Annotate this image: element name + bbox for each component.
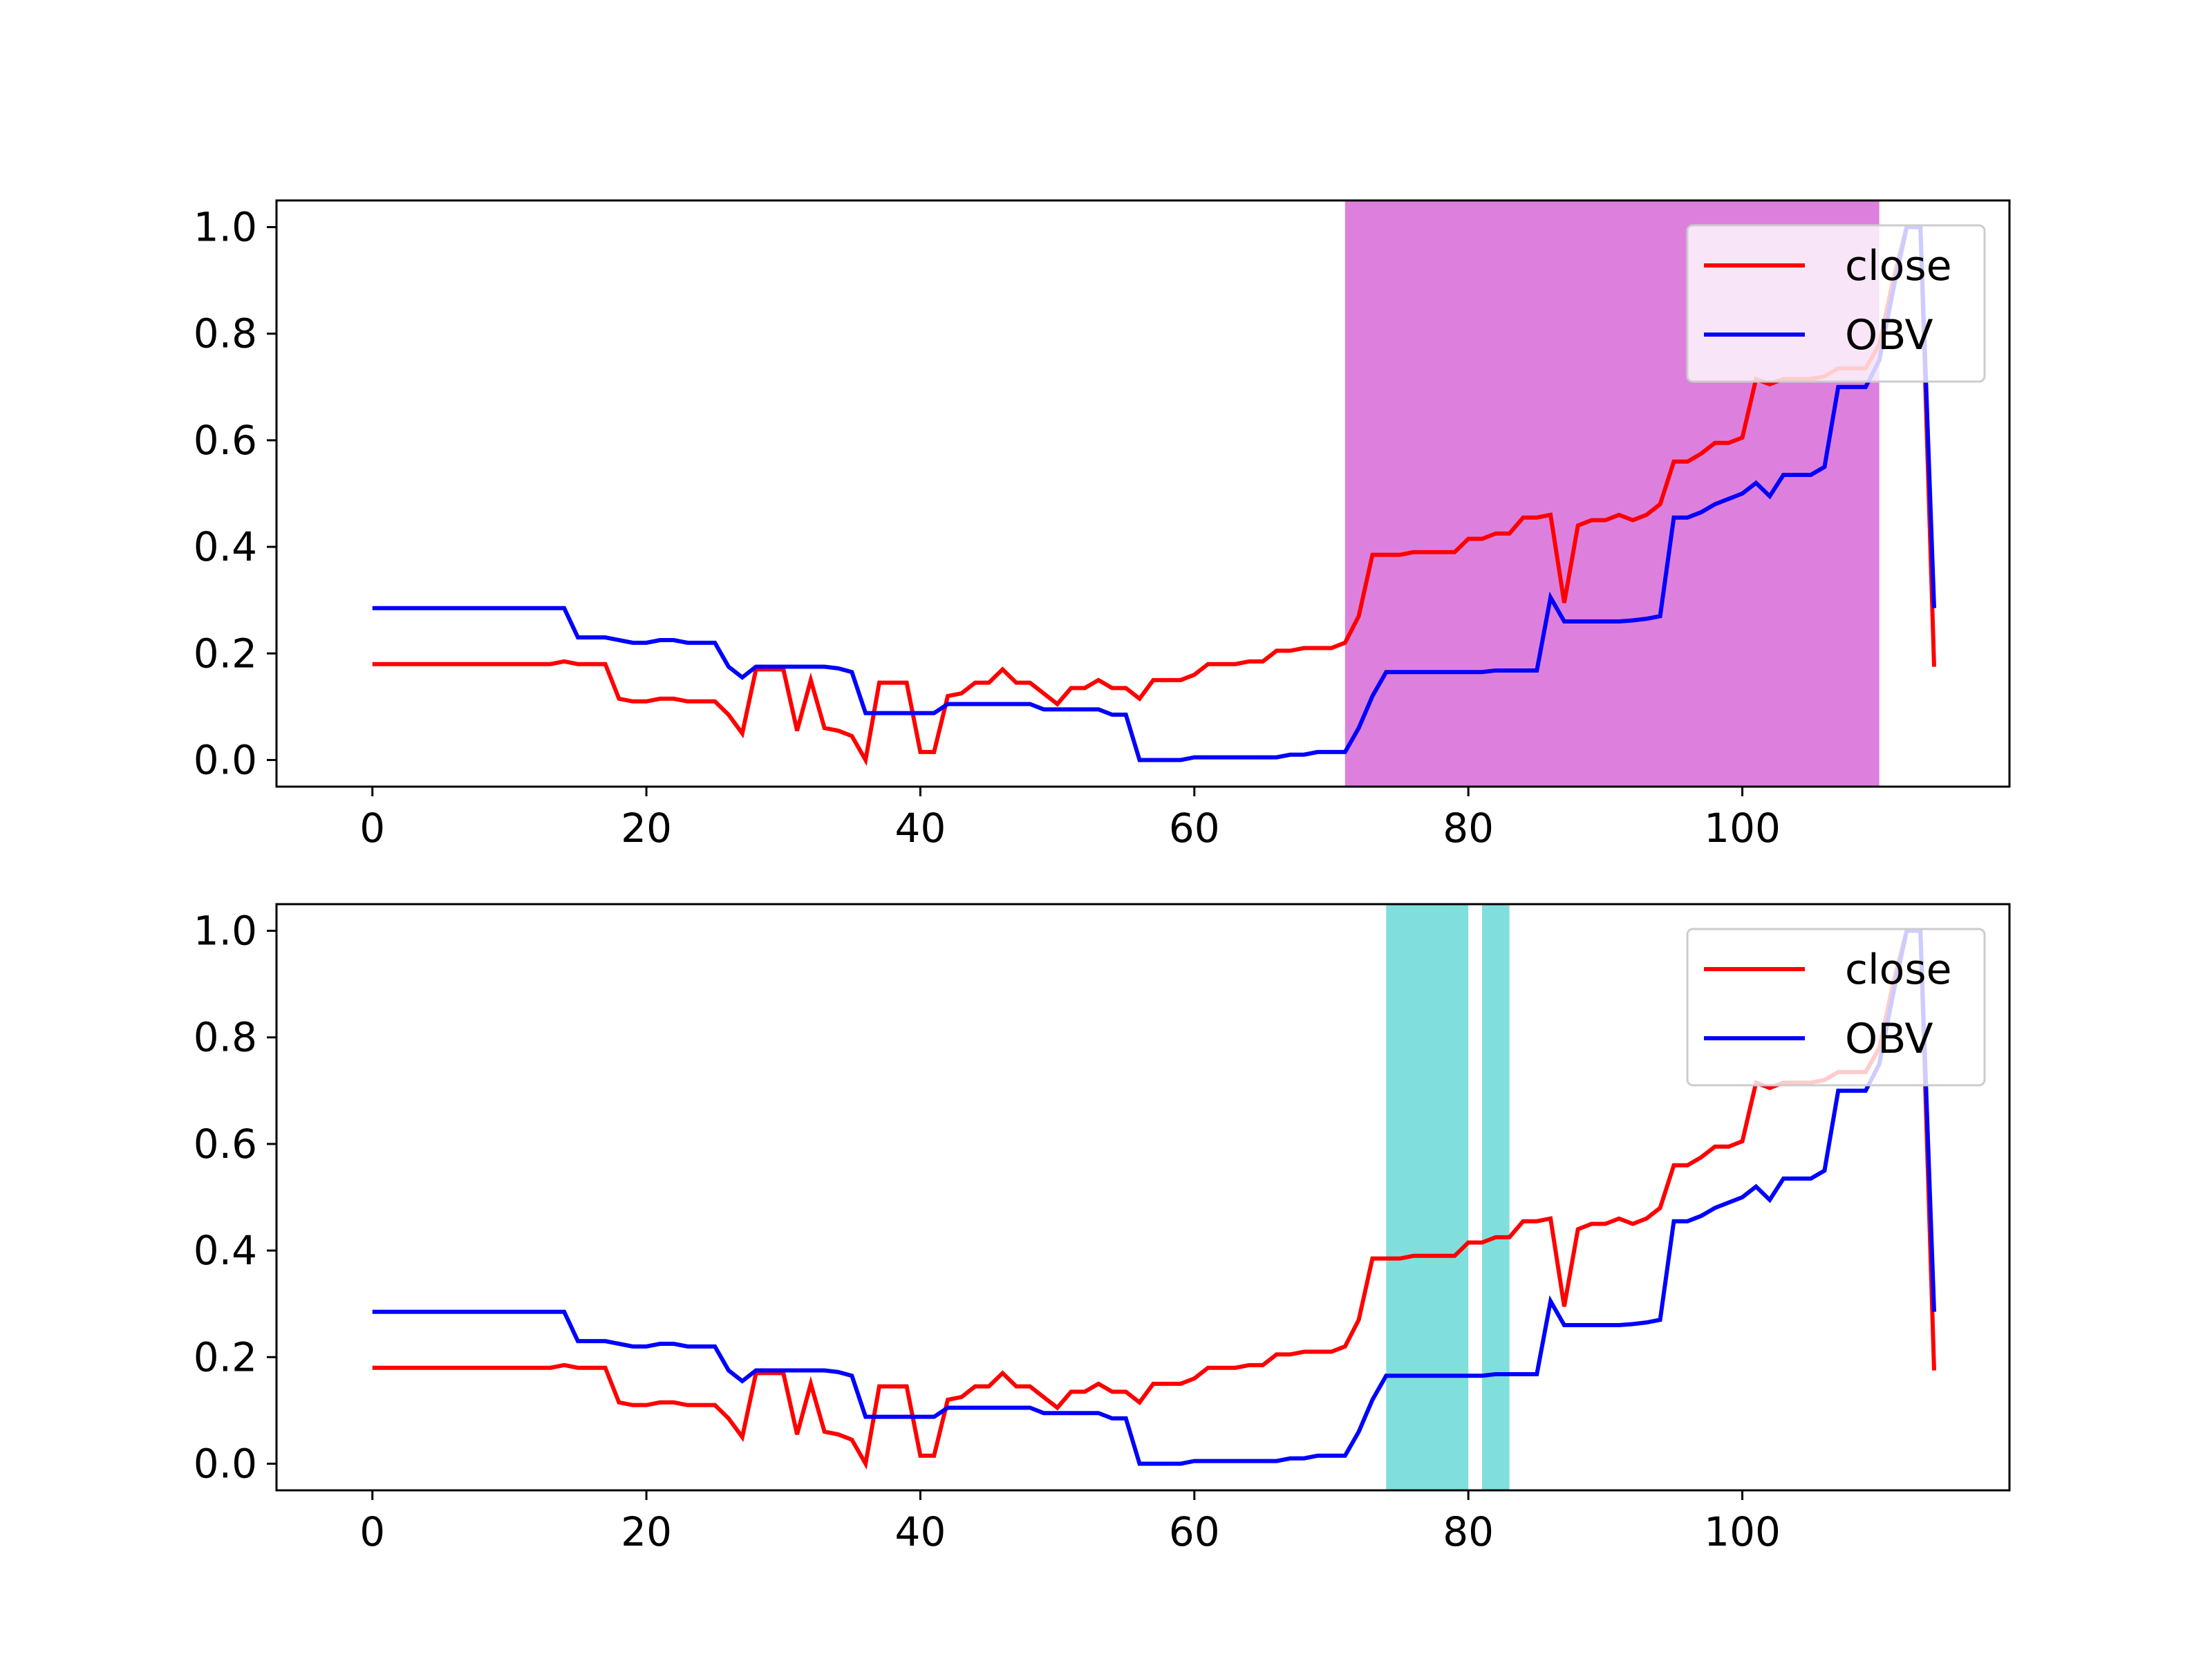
legend-label-close: close bbox=[1845, 242, 1952, 290]
y-tick-label: 0.6 bbox=[194, 417, 257, 464]
x-tick-label: 60 bbox=[1169, 1508, 1220, 1555]
y-tick-label: 0.0 bbox=[194, 736, 257, 783]
y-tick-label: 0.2 bbox=[194, 1333, 257, 1380]
series-line-close bbox=[372, 225, 1936, 767]
legend-label-close: close bbox=[1845, 946, 1952, 994]
legend-label-obv: OBV bbox=[1845, 1015, 1933, 1063]
x-tick-label: 80 bbox=[1443, 805, 1494, 852]
y-tick-label: 1.0 bbox=[194, 204, 257, 251]
x-tick-label: 40 bbox=[895, 1508, 946, 1555]
legend: close OBV bbox=[1686, 928, 1986, 1087]
bottom-chart-panel: 0 20 40 60 80 100 0.0 0.2 0.4 0.6 0.8 1.0 close OBV bbox=[194, 903, 2011, 1555]
x-tick-label: 20 bbox=[621, 1508, 672, 1555]
x-tick-label: 20 bbox=[621, 805, 672, 852]
series-line-close bbox=[372, 928, 1936, 1470]
x-tick-label: 60 bbox=[1169, 805, 1220, 852]
y-tick-label: 1.0 bbox=[194, 908, 257, 955]
y-tick-label: 0.6 bbox=[194, 1121, 257, 1168]
top-chart-panel: 0 20 40 60 80 100 0.0 0.2 0.4 0.6 0.8 1.0 close OBV bbox=[194, 199, 2011, 852]
legend-label-obv: OBV bbox=[1845, 311, 1933, 359]
x-tick-label: 100 bbox=[1704, 805, 1781, 852]
y-tick-label: 0.8 bbox=[194, 310, 257, 357]
x-tick-label: 0 bbox=[359, 805, 385, 852]
series-line-obv bbox=[372, 225, 1936, 762]
x-tick-label: 0 bbox=[359, 1508, 385, 1555]
axes-frame bbox=[275, 199, 2011, 788]
y-tick-label: 0.0 bbox=[194, 1440, 257, 1487]
y-tick-label: 0.2 bbox=[194, 630, 257, 677]
legend: close OBV bbox=[1686, 224, 1986, 383]
y-tick-label: 0.4 bbox=[194, 523, 257, 570]
series-line-obv bbox=[372, 928, 1936, 1466]
x-tick-label: 80 bbox=[1443, 1508, 1494, 1555]
x-tick-label: 100 bbox=[1704, 1508, 1781, 1555]
axes-frame bbox=[275, 903, 2011, 1492]
shaded-region-0 bbox=[1386, 904, 1469, 1490]
shaded-region-1 bbox=[1482, 904, 1510, 1490]
y-tick-label: 0.8 bbox=[194, 1014, 257, 1061]
y-tick-label: 0.4 bbox=[194, 1227, 257, 1274]
x-tick-label: 40 bbox=[895, 805, 946, 852]
